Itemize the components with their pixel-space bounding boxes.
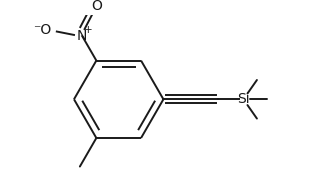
Text: ⁻O: ⁻O — [33, 23, 51, 37]
Text: O: O — [91, 0, 102, 13]
Text: N: N — [77, 29, 88, 43]
Text: Si: Si — [237, 92, 250, 106]
Text: +: + — [84, 25, 93, 35]
